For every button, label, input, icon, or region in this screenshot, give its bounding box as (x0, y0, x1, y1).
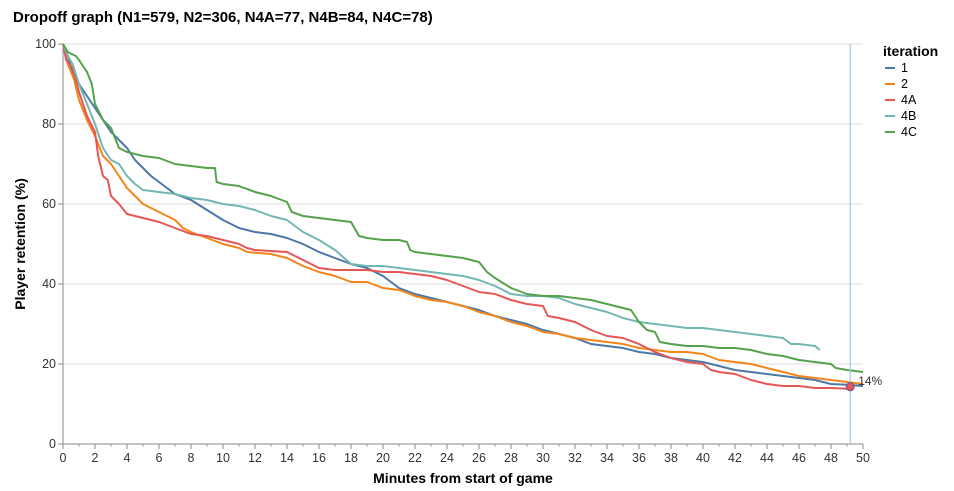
highlight-label: 14% (858, 374, 882, 388)
grid (63, 43, 863, 445)
x-tick-label: 12 (248, 451, 262, 465)
x-tick-label: 18 (344, 451, 358, 465)
legend-label: 1 (901, 61, 908, 75)
highlight-point (845, 382, 855, 392)
series-line-4c (62, 43, 864, 373)
x-axis-title: Minutes from start of game (373, 470, 553, 486)
legend-label: 4B (901, 109, 916, 123)
x-tick-label: 14 (280, 451, 294, 465)
legend: iteration 1 2 4A 4B 4C (883, 43, 938, 139)
x-tick-label: 36 (632, 451, 646, 465)
x-tick-label: 42 (728, 451, 742, 465)
x-tick-label: 2 (92, 451, 99, 465)
x-tick-label: 10 (216, 451, 230, 465)
legend-label: 4A (901, 93, 917, 107)
series-lines (62, 43, 864, 390)
x-tick-label: 44 (760, 451, 774, 465)
legend-title: iteration (883, 43, 938, 59)
x-tick-label: 28 (504, 451, 518, 465)
x-tick-label: 46 (792, 451, 806, 465)
x-tick-label: 30 (536, 451, 550, 465)
x-tick-label: 0 (60, 451, 67, 465)
series-line-2 (62, 43, 864, 385)
y-tick-label: 60 (42, 197, 56, 211)
x-tick-label: 20 (376, 451, 390, 465)
x-tick-label: 4 (124, 451, 131, 465)
series-line-4a (62, 43, 848, 390)
series-line-1 (62, 43, 864, 387)
y-tick-label: 20 (42, 357, 56, 371)
y-tick-label: 0 (49, 437, 56, 451)
annotation-layer: 14% (845, 44, 883, 444)
x-tick-label: 48 (824, 451, 838, 465)
x-tick-label: 34 (600, 451, 614, 465)
x-tick-label: 16 (312, 451, 326, 465)
x-tick-label: 50 (856, 451, 870, 465)
y-axis-title: Player retention (%) (12, 178, 28, 309)
series-line-4b (62, 43, 821, 351)
x-tick-label: 32 (568, 451, 582, 465)
x-tick-label: 22 (408, 451, 422, 465)
y-tick-label: 80 (42, 117, 56, 131)
legend-label: 2 (901, 77, 908, 91)
y-tick-label: 40 (42, 277, 56, 291)
legend-label: 4C (901, 125, 917, 139)
x-tick-label: 6 (156, 451, 163, 465)
y-tick-label: 100 (35, 37, 56, 51)
x-tick-label: 26 (472, 451, 486, 465)
chart-title: Dropoff graph (N1=579, N2=306, N4A=77, N… (13, 9, 433, 26)
x-tick-label: 38 (664, 451, 678, 465)
x-tick-label: 24 (440, 451, 454, 465)
x-tick-label: 40 (696, 451, 710, 465)
x-tick-label: 8 (188, 451, 195, 465)
